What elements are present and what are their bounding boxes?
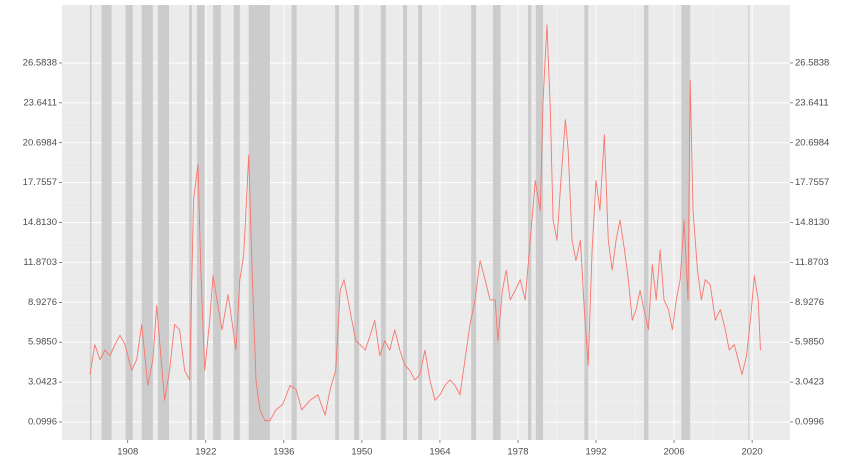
y-tick-label: 17.7557	[23, 177, 57, 188]
y-tick-label: 23.6411	[23, 97, 57, 108]
y2-tick-label: 17.7557	[795, 177, 829, 188]
shaded-period	[418, 5, 423, 440]
y2-tick-label: 11.8703	[795, 257, 829, 268]
x-tick-label: 1978	[507, 447, 528, 458]
y-tick-label: 5.9850	[28, 337, 57, 348]
x-tick-label: 1950	[351, 447, 372, 458]
shaded-period	[471, 5, 477, 440]
shaded-period	[89, 5, 92, 440]
shaded-period	[233, 5, 240, 440]
y2-tick-label: 26.5838	[795, 57, 829, 68]
shaded-period	[125, 5, 133, 440]
shaded-period	[403, 5, 408, 440]
shaded-period	[535, 5, 544, 440]
shaded-period	[354, 5, 360, 440]
shaded-period	[291, 5, 297, 440]
x-tick-label: 1908	[117, 447, 138, 458]
y2-tick-label: 14.8130	[795, 217, 829, 228]
shaded-period	[748, 5, 750, 440]
y-tick-label: 0.0996	[28, 416, 57, 427]
y-tick-label: 26.5838	[23, 57, 57, 68]
y2-tick-label: 5.9850	[795, 337, 824, 348]
shaded-period	[492, 5, 501, 440]
x-tick-label: 1936	[273, 447, 294, 458]
shaded-period	[213, 5, 221, 440]
shaded-period	[248, 5, 270, 440]
shaded-period	[643, 5, 649, 440]
shaded-period	[196, 5, 205, 440]
shaded-period	[101, 5, 112, 440]
y2-tick-label: 0.0996	[795, 416, 824, 427]
y-tick-label: 3.0423	[28, 377, 57, 388]
shaded-period	[189, 5, 192, 440]
shaded-period	[335, 5, 340, 440]
y-tick-label: 20.6984	[23, 137, 57, 148]
shaded-period	[157, 5, 170, 440]
shaded-period	[528, 5, 532, 440]
shaded-period	[584, 5, 589, 440]
x-tick-label: 2020	[742, 447, 763, 458]
x-tick-label: 2006	[663, 447, 684, 458]
shaded-period	[141, 5, 153, 440]
series-line	[89, 24, 761, 422]
x-tick-label: 1964	[429, 447, 450, 458]
y2-tick-label: 3.0423	[795, 377, 824, 388]
shaded-period	[681, 5, 691, 440]
y2-tick-label: 20.6984	[795, 137, 829, 148]
y2-tick-label: 8.9276	[795, 297, 824, 308]
shaded-period	[380, 5, 386, 440]
y-tick-label: 11.8703	[23, 257, 57, 268]
y2-tick-label: 23.6411	[795, 97, 829, 108]
y-tick-label: 8.9276	[28, 297, 57, 308]
x-tick-label: 1992	[585, 447, 606, 458]
x-tick-label: 1922	[195, 447, 216, 458]
y-tick-label: 14.8130	[23, 217, 57, 228]
